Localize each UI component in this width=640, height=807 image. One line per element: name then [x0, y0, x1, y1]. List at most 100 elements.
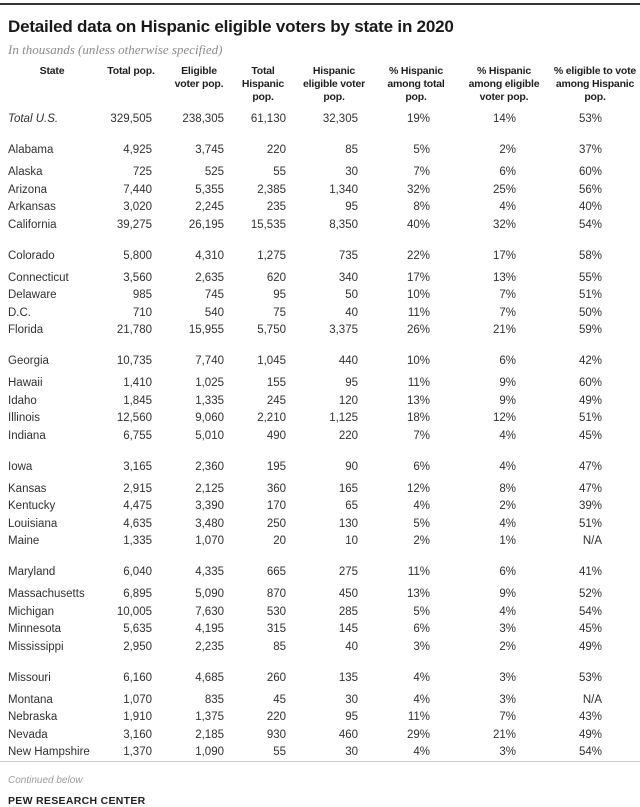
value-cell: 42% [578, 355, 602, 367]
value-cell: 5,635 [123, 623, 152, 635]
state-cell: Mississippi [8, 640, 64, 653]
value-cell: 2% [499, 640, 516, 653]
value-cell: 85 [345, 144, 358, 156]
value-cell: 4% [413, 746, 430, 758]
value-cell: 58% [578, 249, 602, 262]
value-cell: 85 [273, 640, 286, 653]
value-cell: 7% [413, 166, 430, 178]
table-row: Arizona 7,440 5,355 2,385 1,340 32% 25% 56% [8, 182, 640, 200]
state-cell: Indiana [8, 429, 46, 442]
value-cell: 6,160 [123, 671, 152, 684]
value-cell: 6% [499, 166, 516, 178]
table-row: Mississippi 2,950 2,235 85 40 3% 2% 49% [8, 639, 640, 657]
value-cell: 170 [266, 500, 286, 512]
value-cell: 250 [266, 517, 286, 530]
value-cell: 21% [492, 324, 516, 336]
table-row: Illinois 12,560 9,060 2,210 1,125 18% 12% 51% [8, 410, 640, 428]
state-cell: New Hampshire [8, 746, 90, 758]
value-cell: 440 [338, 355, 358, 367]
value-cell: 4% [413, 693, 430, 706]
bottom-divider [0, 761, 640, 762]
value-cell: 65 [345, 500, 358, 512]
table-row: D.C. 710 540 75 40 11% 7% 50% [8, 305, 640, 323]
value-cell: 195 [266, 460, 286, 473]
value-cell: 41% [578, 566, 602, 578]
value-cell: 37% [578, 144, 602, 156]
value-cell: 11% [407, 306, 430, 319]
table-row: Nevada 3,160 2,185 930 460 29% 21% 49% [8, 727, 640, 745]
value-cell: 55 [273, 746, 286, 758]
value-cell: 3,160 [123, 728, 152, 741]
value-cell: 3,390 [195, 500, 224, 512]
value-cell: 26,195 [188, 218, 224, 231]
value-cell: 10,735 [116, 355, 152, 367]
value-cell: 2,185 [195, 728, 224, 741]
table-row: Arkansas 3,020 2,245 235 95 8% 4% 40% [8, 199, 640, 217]
value-cell: 340 [338, 271, 358, 284]
value-cell: 51% [578, 517, 602, 530]
value-cell: 55 [273, 166, 286, 178]
value-cell: 725 [132, 166, 152, 178]
value-cell: 135 [338, 671, 358, 684]
value-cell: 4% [499, 605, 516, 618]
table-row: Montana 1,070 835 45 30 4% 3% N/A [8, 692, 640, 710]
table-row: Maryland 6,040 4,335 665 275 11% 6% 41% [8, 551, 640, 587]
value-cell: 275 [338, 566, 358, 578]
column-header: % eligible to vote among Hispanic pop. [553, 65, 637, 103]
value-cell: 6% [413, 623, 430, 635]
value-cell: 49% [578, 728, 602, 741]
value-cell: 6,895 [123, 588, 152, 600]
value-cell: 7% [499, 306, 516, 319]
value-cell: 13% [492, 271, 516, 284]
value-cell: 1,410 [123, 377, 152, 389]
value-cell: 5,010 [195, 429, 224, 442]
value-cell: 30 [345, 693, 358, 706]
value-cell: 1,125 [329, 412, 358, 424]
table-row: Indiana 6,755 5,010 490 220 7% 4% 45% [8, 428, 640, 446]
value-cell: 4,335 [195, 566, 224, 578]
value-cell: 49% [578, 640, 602, 653]
value-cell: 7,630 [195, 605, 224, 618]
value-cell: 8,350 [329, 218, 358, 231]
value-cell: 21,780 [116, 324, 152, 336]
value-cell: 329,505 [110, 113, 152, 125]
column-header: Hispanic eligible voter pop. [303, 65, 365, 103]
value-cell: 7,740 [195, 355, 224, 367]
value-cell: 4% [499, 201, 516, 213]
state-cell: Missouri [8, 671, 51, 684]
value-cell: 6% [499, 566, 516, 578]
value-cell: 5,355 [195, 183, 224, 196]
value-cell: 12,560 [116, 412, 152, 424]
value-cell: 7% [499, 289, 516, 301]
hispanic-voters-table: State Total pop. Eligible voter pop. Total … [8, 65, 640, 762]
value-cell: 90 [345, 460, 358, 473]
value-cell: 835 [204, 693, 224, 706]
top-divider [0, 3, 640, 5]
value-cell: 1,025 [195, 377, 224, 389]
value-cell: 220 [338, 429, 358, 442]
table-row: Georgia 10,735 7,740 1,045 440 10% 6% 42% [8, 340, 640, 376]
table-row: Alabama 4,925 3,745 220 85 5% 2% 37% [8, 129, 640, 165]
value-cell: 15,955 [188, 324, 224, 336]
value-cell: 6% [499, 355, 516, 367]
value-cell: 285 [338, 605, 358, 618]
value-cell: 95 [345, 377, 358, 389]
value-cell: 12% [492, 412, 516, 424]
state-cell: Kentucky [8, 500, 56, 512]
value-cell: 29% [406, 728, 430, 741]
value-cell: 3,375 [329, 324, 358, 336]
state-cell: Florida [8, 324, 44, 336]
value-cell: 5,090 [195, 588, 224, 600]
value-cell: 745 [204, 289, 224, 301]
value-cell: 360 [266, 482, 286, 495]
value-cell: 51% [578, 412, 602, 424]
value-cell: 4,925 [123, 144, 152, 156]
value-cell: 1,070 [195, 535, 224, 547]
value-cell: 2,385 [257, 183, 286, 196]
state-cell: Maryland [8, 566, 56, 578]
column-header: Total Hispanic pop. [241, 65, 285, 103]
value-cell: 17% [406, 271, 430, 284]
value-cell: 50% [578, 306, 602, 319]
value-cell: 49% [578, 394, 602, 407]
table-row: Maine 1,335 1,070 20 10 2% 1% N/A [8, 533, 640, 551]
